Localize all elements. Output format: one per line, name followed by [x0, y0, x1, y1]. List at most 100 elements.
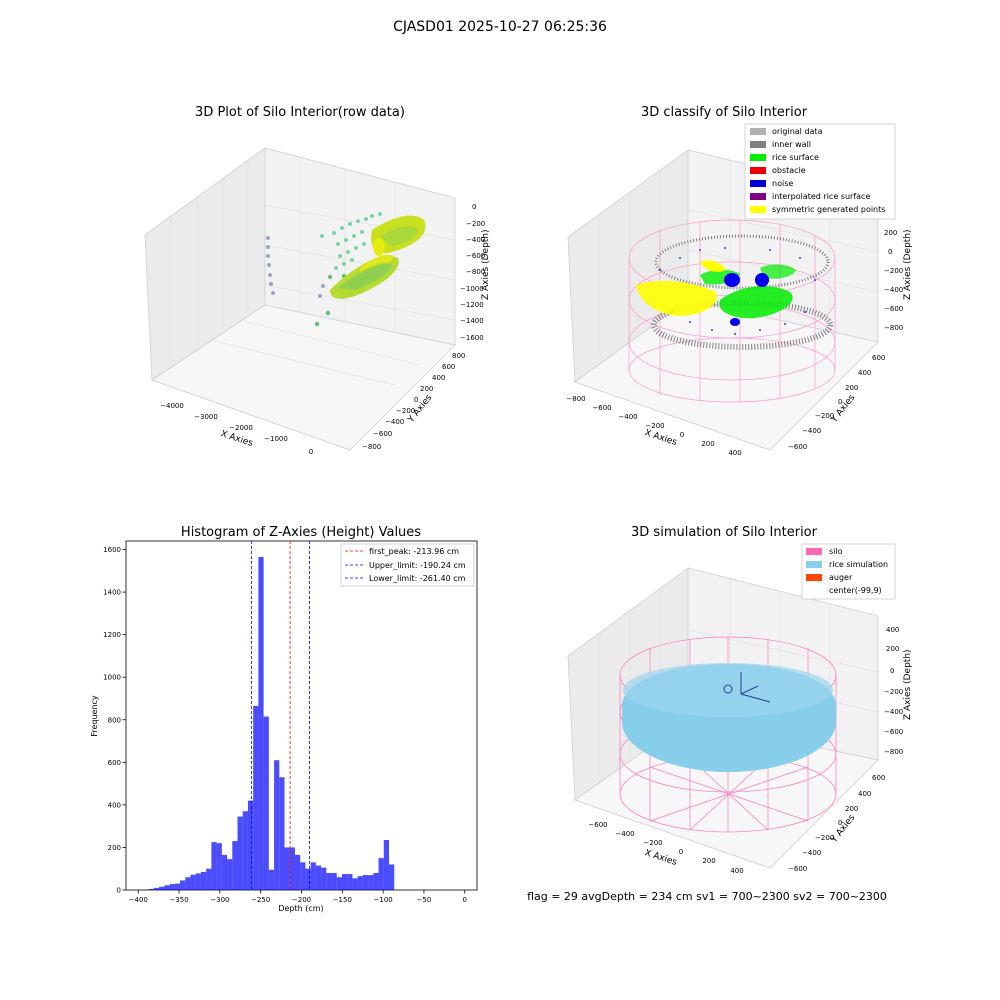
raw-ytick: −600	[373, 430, 392, 438]
histogram-bar	[378, 858, 384, 890]
panel-simulation-3d: 3D simulation of Silo Interior	[527, 525, 913, 903]
simulation-xtick: −600	[588, 821, 607, 829]
simulation-ztick: 200	[886, 645, 899, 653]
classify-symmetric-points	[636, 260, 726, 316]
simulation-ytick: −400	[802, 849, 821, 857]
classify-noise-clusters	[724, 273, 769, 326]
classify-ytick: 400	[858, 369, 871, 377]
histogram-bar	[373, 872, 379, 890]
raw-pane-back	[144, 147, 456, 451]
status-footer: flag = 29 avgDepth = 234 cm sv1 = 700~23…	[527, 890, 887, 903]
histogram-bar	[253, 705, 259, 890]
histogram-bar	[258, 556, 264, 890]
histogram-bar	[326, 872, 332, 890]
classify-ztick: −600	[884, 305, 903, 313]
simulation-ztick: −200	[884, 688, 903, 696]
simulation-legend-label: rice simulation	[829, 560, 888, 569]
histogram-xtick-label: −50	[417, 896, 432, 904]
histogram-plot-area	[125, 540, 478, 891]
classify-ytick: −200	[815, 412, 834, 420]
histogram-bar	[305, 868, 311, 890]
histogram-bar	[242, 811, 248, 890]
histogram-bar	[294, 854, 301, 890]
classify-ytick: 600	[872, 354, 885, 362]
simulation-ytick: 600	[872, 774, 885, 782]
histogram-bar	[153, 887, 160, 890]
histogram-bar	[164, 885, 170, 890]
classify-legend-label: obstacle	[772, 166, 806, 175]
histogram-xtick-label: −400	[129, 896, 148, 904]
classify-ytick: 200	[845, 384, 858, 392]
histogram-bar	[357, 876, 363, 890]
histogram-title: Histogram of Z-Axies (Height) Values	[181, 525, 421, 540]
histogram-bar	[300, 862, 306, 890]
simulation-legend-item: silo	[806, 547, 843, 556]
simulation-xtick: −400	[615, 830, 634, 838]
histogram-bars	[143, 556, 395, 890]
histogram-bar	[221, 854, 228, 890]
classify-silo-wireframe	[628, 219, 836, 403]
classify-legend-label: interpolated rice surface	[772, 192, 870, 201]
histogram-bar	[190, 874, 196, 890]
classify-xtick: 400	[728, 449, 741, 457]
classify-legend-item: obstacle	[750, 166, 806, 175]
histogram-bar	[347, 874, 353, 890]
classify-ytick: 0	[838, 398, 842, 406]
raw-ytick: −400	[385, 418, 404, 426]
raw-ztick: −400	[466, 236, 485, 244]
classify-ztick: 200	[884, 229, 897, 237]
raw-ztick: −600	[466, 252, 485, 260]
classify-axis-z: 200 0 −200 −400 −600 −800 Z Axies (Depth…	[884, 229, 913, 332]
raw-ztick: −1000	[460, 285, 484, 293]
classify-legend-item: noise	[750, 179, 793, 188]
classify-ztick: 0	[888, 248, 892, 256]
raw-ztick: 0	[472, 203, 476, 211]
histogram-bar	[284, 847, 290, 890]
simulation-ytick: −600	[788, 865, 807, 873]
raw-ytick: 400	[432, 374, 445, 382]
histogram-bar	[331, 872, 337, 890]
simulation-xtick: 400	[730, 867, 743, 875]
classify-xtick: −600	[592, 404, 611, 412]
classify-legend-label: noise	[772, 179, 793, 188]
panel-raw-3d: 3D Plot of Silo Interior(row data)	[144, 105, 491, 456]
raw-zlabel: Z Axies (Depth)	[481, 229, 491, 300]
simulation-axis-z: 400 200 0 −200 −400 −600 −800 Z Axies (D…	[884, 626, 913, 756]
simulation-legend: silo rice simulation auger center(-99,9)	[801, 543, 896, 600]
simulation-ztick: 400	[886, 626, 899, 634]
histogram-bar	[148, 888, 154, 890]
panel-classify-3d: 3D classify of Silo Interior	[566, 105, 913, 457]
histogram-bar	[195, 873, 201, 890]
classify-ztick: −400	[884, 286, 903, 294]
histogram-ytick-label: 1000	[103, 674, 121, 682]
histogram-ytick-label: 400	[108, 801, 121, 809]
simulation-center-marker	[723, 672, 771, 703]
histogram-xtick-label: −300	[210, 896, 229, 904]
simulation-legend-label: auger	[829, 573, 853, 582]
simulation-ylabel: Y Axies	[829, 813, 858, 846]
raw-ytick: −800	[362, 443, 381, 451]
classify-xlabel: X Axies	[643, 428, 678, 448]
histogram-bar	[247, 800, 254, 890]
simulation-ztick: −800	[884, 748, 903, 756]
raw-ztick: −800	[466, 268, 485, 276]
histogram-bar	[383, 839, 389, 890]
histogram-bar	[352, 878, 358, 890]
histogram-y-ticks: 0 200 400 600 800 1000 1200 1400 1600	[103, 546, 126, 895]
histogram-reference-lines	[250, 541, 310, 890]
histogram-bar	[336, 877, 342, 890]
panel-raw-title: 3D Plot of Silo Interior(row data)	[195, 105, 405, 120]
histogram-bar	[279, 777, 285, 890]
classify-ztick: −200	[884, 267, 903, 275]
classify-legend-label: original data	[772, 127, 823, 136]
classify-ytick: −600	[788, 443, 807, 451]
simulation-ztick: −400	[884, 708, 903, 716]
histogram-bar	[321, 867, 327, 890]
raw-xtick: −2000	[229, 424, 253, 432]
histogram-bar	[200, 871, 207, 890]
histogram-ytick-label: 1400	[103, 589, 121, 597]
raw-xtick: −3000	[194, 413, 218, 421]
simulation-rice-surface	[622, 663, 836, 772]
histogram-ytick-label: 800	[108, 716, 121, 724]
simulation-legend-label: silo	[829, 547, 843, 556]
